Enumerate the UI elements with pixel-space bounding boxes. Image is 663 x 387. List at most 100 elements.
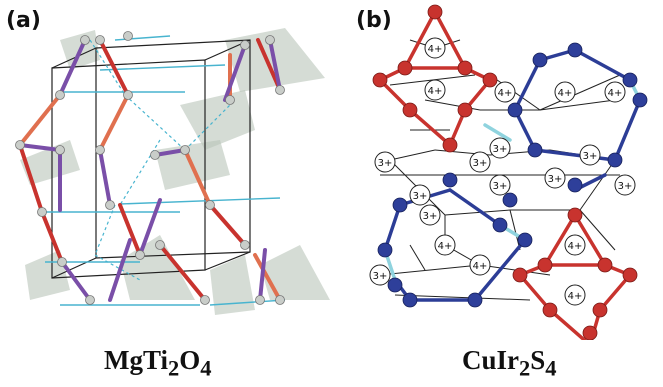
red-atom [592, 302, 608, 318]
bond [539, 99, 616, 111]
atom [155, 240, 165, 250]
bond [518, 273, 552, 312]
atom [80, 35, 90, 45]
atom [95, 145, 105, 155]
ion-3plus: 3+ [489, 137, 511, 159]
bond [98, 38, 130, 97]
caption-cuir2s4: CuIr2S4 [462, 345, 557, 381]
svg-text:4+: 4+ [428, 86, 443, 97]
bond [409, 244, 426, 271]
bond [379, 264, 481, 276]
bond [389, 149, 436, 161]
svg-text:3+: 3+ [618, 181, 633, 192]
ion-3plus: 3+ [369, 264, 391, 286]
bond [153, 148, 187, 157]
atoms [15, 31, 285, 305]
bond [119, 197, 281, 205]
atom [225, 95, 235, 105]
svg-text:3+: 3+ [378, 158, 393, 169]
bond [444, 209, 511, 216]
bond [108, 238, 132, 302]
svg-text:3+: 3+ [493, 144, 508, 155]
mg-o-bonds [18, 38, 282, 302]
tetrahedron [180, 90, 255, 150]
box-edge [204, 251, 251, 271]
bond [543, 213, 577, 267]
bond [94, 204, 116, 256]
bond [89, 39, 126, 96]
ion-3plus: 3+ [469, 151, 491, 173]
bond [94, 254, 141, 281]
ion-3plus: 3+ [409, 184, 431, 206]
svg-text:3+: 3+ [473, 158, 488, 169]
atom [205, 200, 215, 210]
bond [394, 294, 531, 301]
bond [158, 243, 207, 302]
red-atom [482, 72, 498, 88]
bond [408, 108, 452, 147]
atom [57, 257, 67, 267]
atom [105, 200, 115, 210]
caption-mgti2o4: MgTi2O4 [104, 345, 212, 381]
bond [60, 260, 92, 302]
ion-4plus: 4+ [564, 284, 586, 306]
panel-cuir2s4: 4+ 4+ 4+ 4+ 4+ 3+ 3+ 3+ 3+ 3+ 3+ 3+ 3+ 3… [350, 0, 663, 347]
bond [114, 35, 171, 41]
bond [58, 38, 87, 97]
bond [548, 308, 592, 347]
red-atom [457, 60, 473, 76]
mgti2o4-structure-diagram [15, 28, 330, 315]
blue-atom [392, 197, 408, 213]
atom [123, 90, 133, 100]
bond [40, 210, 64, 264]
bond [483, 123, 512, 142]
ion-3plus: 3+ [544, 167, 566, 189]
bond [119, 139, 161, 206]
atom [240, 240, 250, 250]
bond [579, 159, 616, 211]
ion-4plus: 4+ [434, 234, 456, 256]
red-atom [372, 72, 388, 88]
bond [533, 148, 617, 162]
red-atom [402, 102, 418, 118]
blue-atoms [377, 42, 648, 308]
atom [85, 295, 95, 305]
svg-text:4+: 4+ [568, 241, 583, 252]
blue-atom [387, 277, 403, 293]
red-atom [542, 302, 558, 318]
blue-atom [507, 102, 523, 118]
bond [209, 299, 286, 306]
bond [18, 143, 62, 152]
red-atom [597, 257, 613, 273]
red-atom [622, 267, 638, 283]
cuir2s4-structure-diagram: 4+ 4+ 4+ 4+ 4+ 3+ 3+ 3+ 3+ 3+ 3+ 3+ 3+ 3… [369, 4, 648, 347]
bond [208, 203, 247, 247]
tetrahedron [210, 255, 255, 315]
ion-3plus: 3+ [579, 144, 601, 166]
svg-text:4+: 4+ [428, 44, 443, 55]
atom [240, 40, 250, 50]
atom [55, 145, 65, 155]
atom [123, 31, 133, 41]
atom [180, 145, 190, 155]
svg-text:4+: 4+ [558, 88, 573, 99]
bond [573, 48, 632, 82]
ion-4plus: 4+ [424, 79, 446, 101]
bond [403, 10, 437, 70]
blue-atom [467, 292, 483, 308]
bond [473, 238, 527, 302]
red-atoms [372, 4, 638, 341]
ion-labels: 4+ 4+ 4+ 4+ 4+ 3+ 3+ 3+ 3+ 3+ 3+ 3+ 3+ 3… [369, 37, 636, 306]
bond [383, 203, 402, 252]
ti-o-bonds [18, 38, 282, 302]
panel-b-label: (b) [356, 8, 392, 33]
bond [268, 38, 282, 92]
atom [15, 140, 25, 150]
tetrahedron [20, 140, 80, 185]
bond [124, 94, 186, 151]
thin-bonds [379, 39, 621, 301]
blue-atom [567, 42, 583, 58]
svg-text:4+: 4+ [608, 88, 623, 99]
tetrahedron [260, 245, 330, 300]
bond [223, 43, 247, 102]
